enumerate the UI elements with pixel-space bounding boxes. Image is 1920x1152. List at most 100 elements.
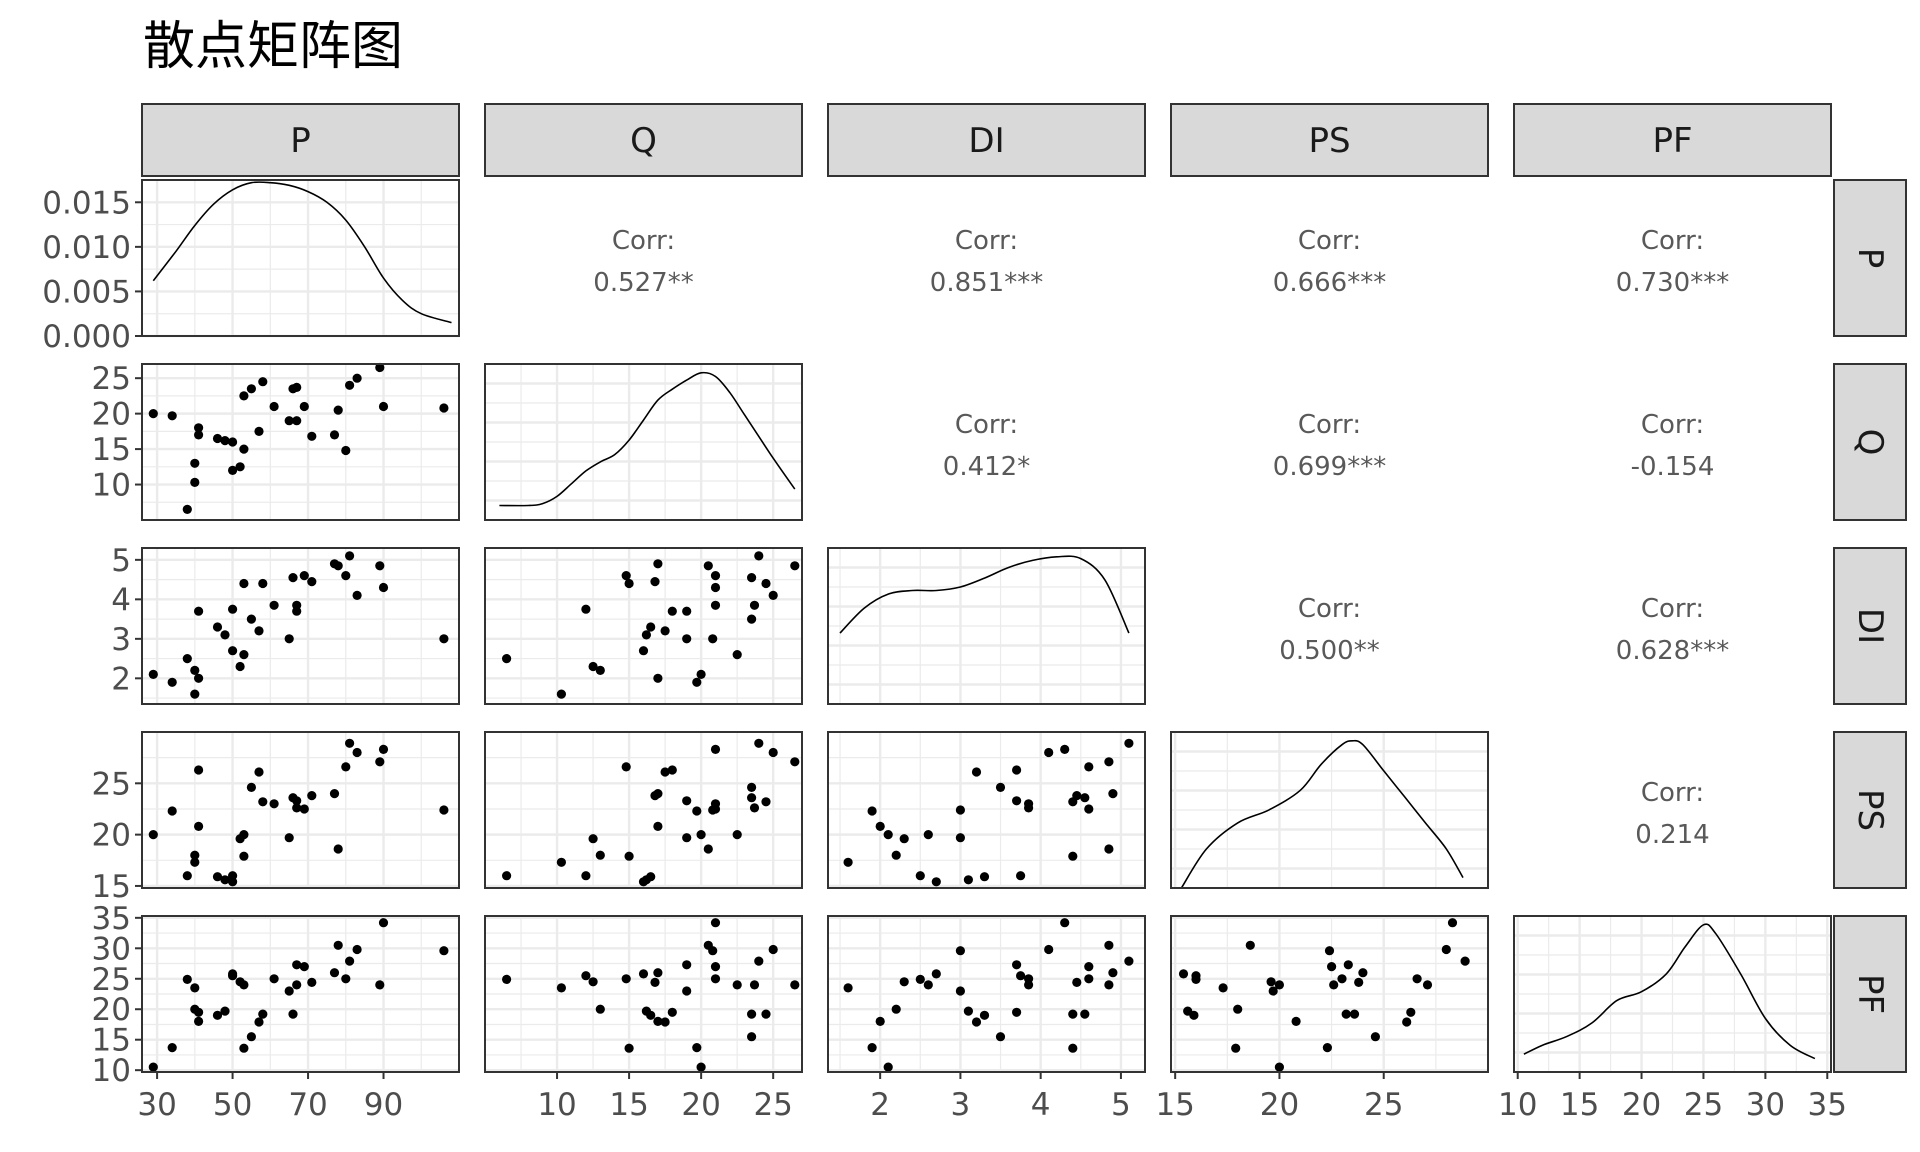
scatter-point — [239, 391, 249, 401]
scatter-point — [190, 689, 200, 699]
scatter-point — [747, 1032, 757, 1042]
scatter-point — [1012, 765, 1022, 775]
scatter-point — [710, 918, 721, 928]
column-strip-p: P — [141, 103, 460, 177]
scatter-point — [258, 377, 268, 387]
x-axis-q: 10 15 20 25 — [537, 1072, 793, 1123]
scatter-point — [595, 1004, 605, 1014]
scatter-point — [641, 1006, 652, 1016]
scatter-point — [502, 974, 512, 985]
scatter-point — [995, 1032, 1006, 1042]
scatter-point — [1412, 974, 1422, 984]
panel-border — [1513, 915, 1832, 1073]
scatter-point — [182, 974, 192, 985]
scatter-point — [955, 946, 966, 956]
column-strip-bg — [1170, 103, 1489, 177]
scatter-point — [653, 1016, 663, 1026]
column-strip-label: DI — [968, 121, 1004, 161]
scatter-point — [333, 844, 343, 854]
panel-border — [484, 731, 803, 889]
scatter-point — [1402, 1017, 1412, 1027]
scatter-point — [246, 384, 256, 394]
scatter-point — [1068, 1009, 1078, 1019]
scatter-point — [288, 1009, 298, 1019]
panel-p-q: Corr: 0.527** — [593, 226, 693, 298]
scatter-points — [1178, 918, 1470, 1072]
x-tick-label: 10 — [537, 1087, 576, 1123]
scatter-point — [254, 767, 264, 777]
scatter-point — [375, 980, 385, 990]
scatter-point — [190, 857, 200, 867]
scatter-point — [220, 875, 230, 885]
scatter-point — [682, 606, 692, 616]
scatter-point — [212, 872, 223, 882]
density-curve-di — [839, 555, 1130, 634]
x-tick-label: 90 — [364, 1087, 403, 1123]
scatter-point — [581, 604, 591, 614]
x-axis-pf: 10 15 20 25 30 35 — [1498, 1072, 1847, 1123]
row-strip-label: DI — [1850, 608, 1890, 644]
row-strip-label: Q — [1850, 429, 1890, 456]
corr-value: 0.527** — [593, 268, 693, 298]
scatter-point — [1024, 803, 1034, 813]
scatter-point — [292, 416, 302, 426]
panel-grid — [1171, 732, 1488, 888]
scatter-point — [995, 782, 1006, 793]
row-strip-pf: PF — [1833, 915, 1907, 1073]
density-curve-p — [152, 181, 452, 324]
scatter-point — [352, 944, 362, 955]
scatter-point — [258, 797, 268, 807]
scatter-point — [284, 833, 294, 843]
scatter-point — [624, 578, 634, 589]
scatter-point — [375, 757, 385, 767]
scatter-point — [269, 974, 279, 984]
column-strip-bg — [484, 103, 803, 177]
scatter-point — [1084, 804, 1094, 814]
scatter-point — [621, 762, 631, 772]
scatter-point — [333, 940, 343, 950]
panel-background — [485, 548, 802, 704]
row-strip-bg — [1833, 547, 1907, 705]
scatter-point — [292, 803, 302, 813]
scatter-point — [660, 626, 670, 636]
scatter-point — [1068, 1043, 1078, 1053]
panel-ps-p: 15 20 25 — [92, 731, 460, 905]
scatter-point — [653, 968, 663, 978]
y-axis-di: 23 45 — [111, 543, 142, 697]
x-tick-label: 15 — [1155, 1087, 1194, 1123]
y-tick-label: 15 — [92, 1023, 131, 1059]
scatter-point — [1104, 844, 1114, 854]
scatter-point — [1245, 940, 1255, 950]
scatter-point — [352, 590, 362, 601]
scatter-point — [747, 614, 757, 624]
scatter-point — [292, 796, 302, 806]
scatter-point — [1447, 918, 1458, 928]
scatter-point — [653, 821, 663, 832]
scatter-point — [182, 654, 192, 664]
corr-label: Corr: — [1298, 594, 1361, 624]
y-tick-label: 25 — [92, 766, 131, 802]
scatter-point — [1370, 1032, 1380, 1042]
scatter-points — [502, 738, 800, 887]
scatter-point — [1108, 968, 1118, 978]
panel-grid — [828, 732, 1145, 888]
scatter-point — [1104, 980, 1114, 990]
scatter-point — [556, 983, 567, 993]
scatter-point — [190, 477, 200, 487]
scatter-points — [502, 918, 800, 1072]
scatter-point — [1231, 1043, 1241, 1053]
scatter-point — [329, 968, 340, 978]
row-strip-bg — [1833, 179, 1907, 337]
scatter-point — [682, 796, 692, 806]
scatter-point — [167, 1043, 177, 1053]
panel-grid — [828, 916, 1145, 1072]
panel-q-di: Corr: 0.412* — [943, 410, 1030, 482]
scatter-point — [194, 606, 204, 616]
scatter-point — [1441, 944, 1451, 955]
scatter-point — [1108, 789, 1118, 799]
density-curve-pf — [1523, 923, 1816, 1060]
panel-pf-pf: 10 15 20 25 30 35 — [1498, 915, 1847, 1123]
scatter-point — [1012, 960, 1022, 970]
